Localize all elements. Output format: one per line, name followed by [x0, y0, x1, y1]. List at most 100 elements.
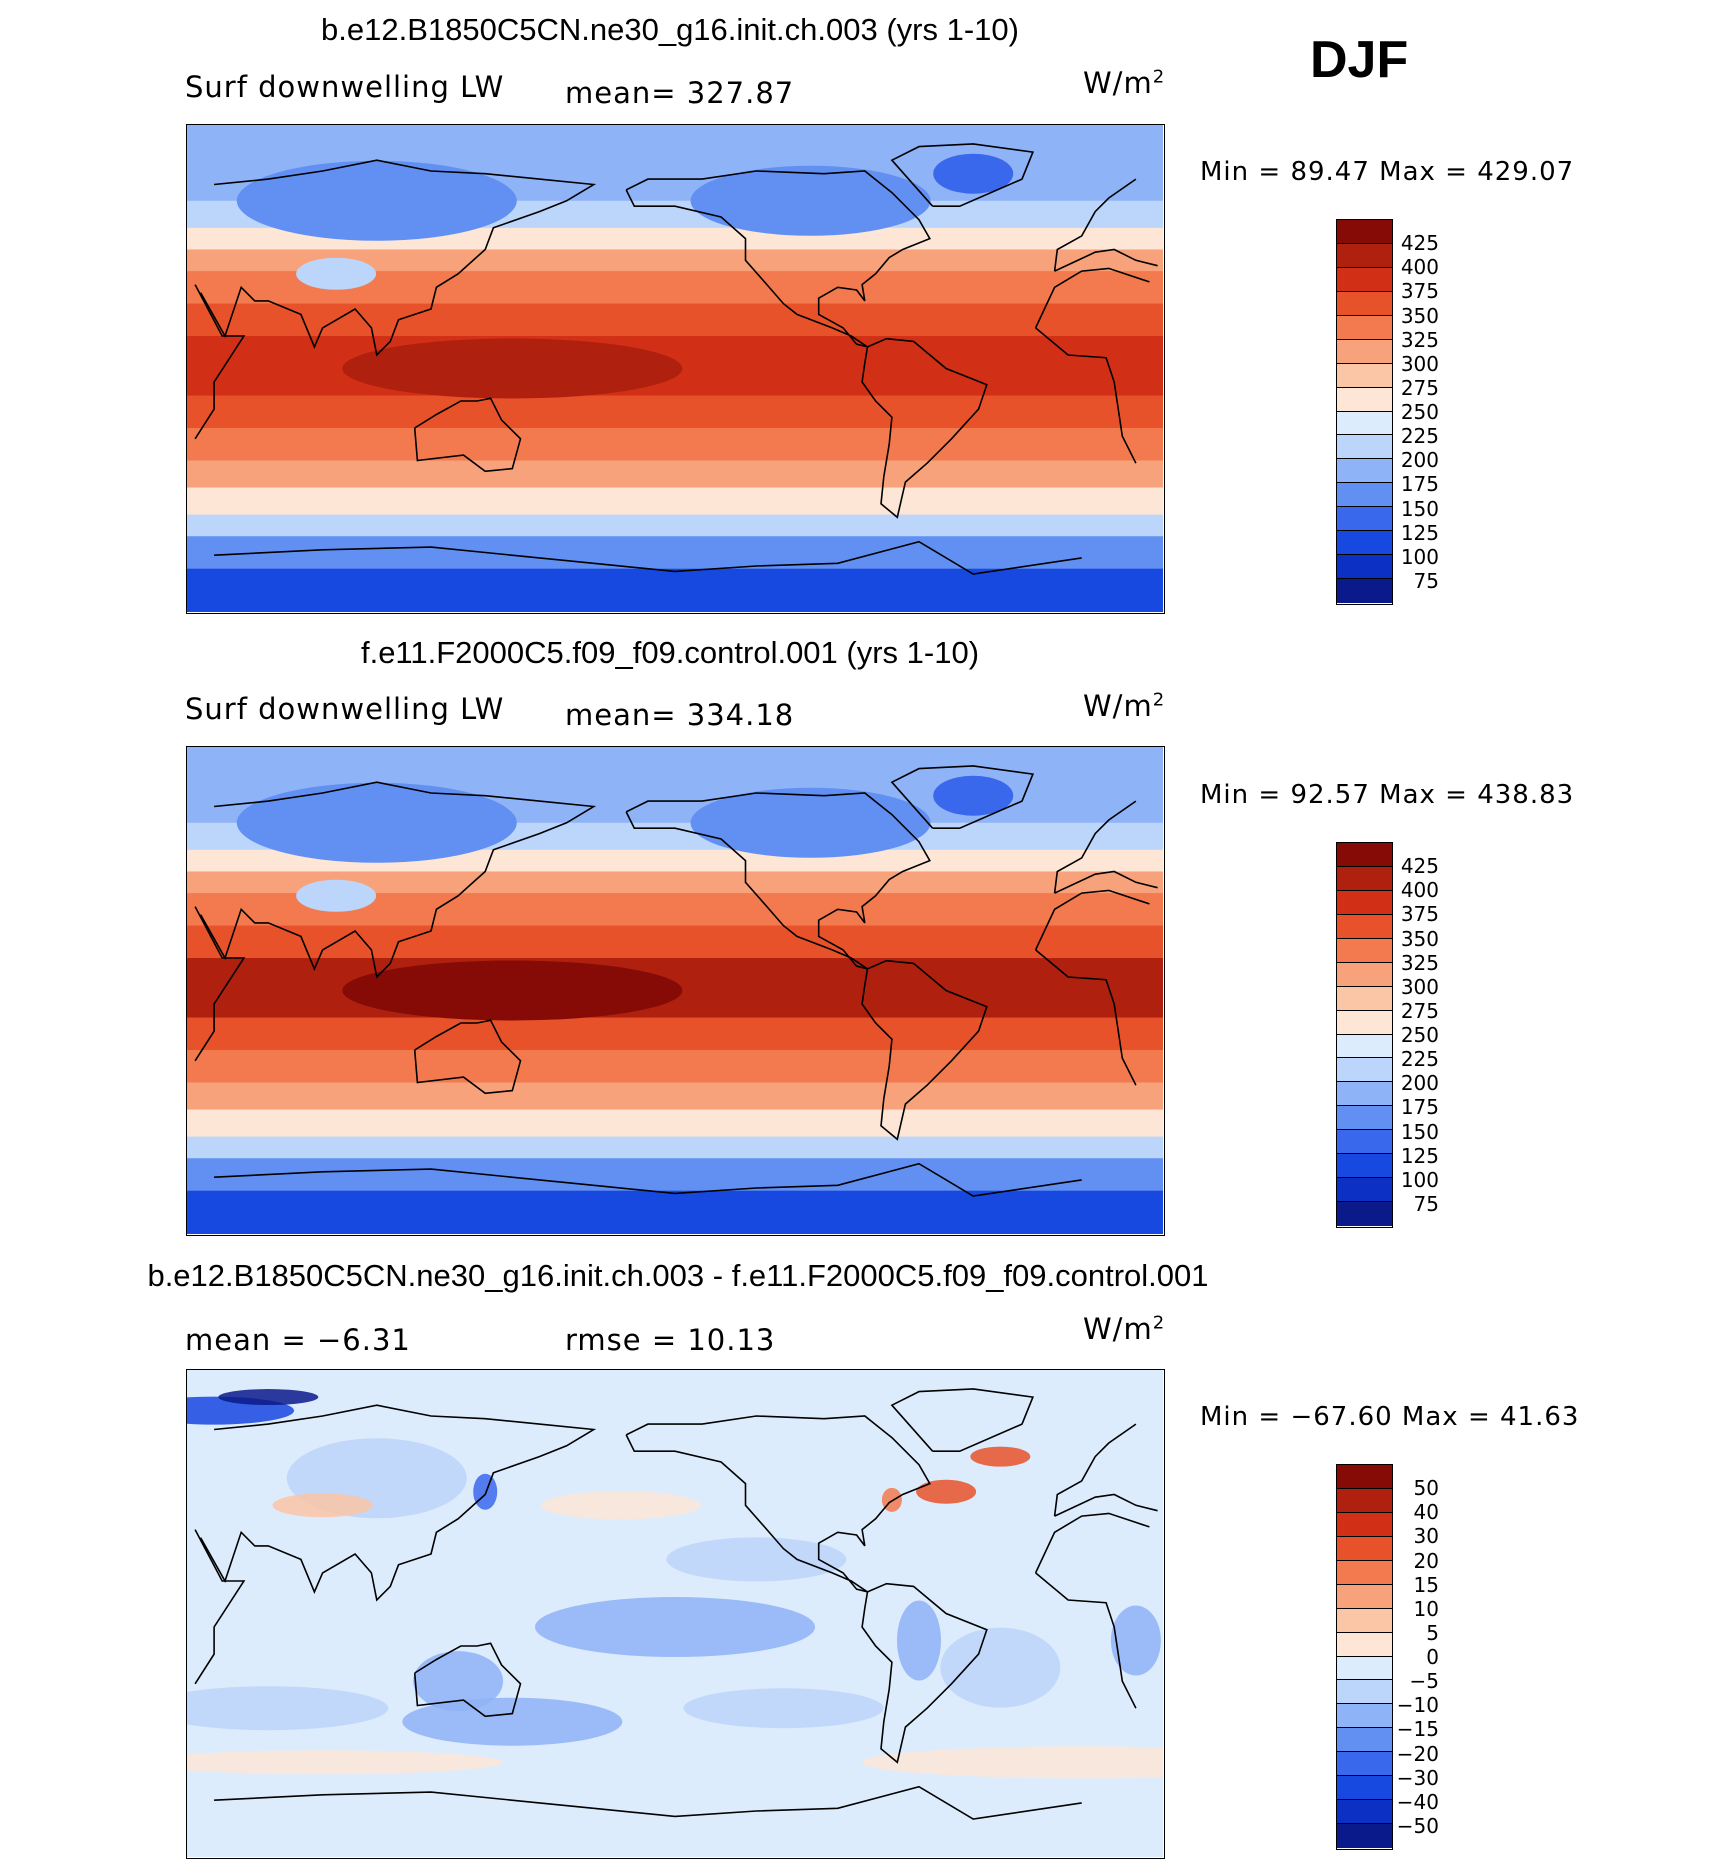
legend-tick-label: 375 — [1400, 902, 1439, 927]
coastline — [199, 159, 597, 357]
season-label: DJF — [1310, 31, 1409, 89]
legend-tick-label: 100 — [1400, 1167, 1439, 1192]
anomaly-region — [473, 1473, 498, 1510]
legend-swatch — [1337, 1465, 1392, 1489]
zonal-band — [187, 1190, 1163, 1234]
legend-tick-label: 0 — [1426, 1645, 1439, 1669]
cold-region — [296, 257, 377, 290]
legend-tick-label: 250 — [1400, 400, 1439, 424]
color-legend — [1336, 219, 1393, 605]
legend-tick-label: 10 — [1413, 1596, 1439, 1621]
zonal-band — [187, 428, 1163, 462]
legend-tick-label: −30 — [1396, 1765, 1439, 1790]
legend-tick-label: 150 — [1400, 1119, 1439, 1144]
coastline — [625, 792, 931, 970]
anomaly-region — [861, 1746, 1163, 1779]
coastline — [1034, 267, 1150, 329]
variable-label: Surf downwelling LW — [185, 70, 505, 104]
coastline — [625, 170, 931, 348]
map-svg — [187, 125, 1163, 612]
legend-swatch — [1337, 579, 1392, 603]
legend-tick-label: 200 — [1400, 448, 1439, 473]
legend-swatch — [1337, 1536, 1392, 1561]
legend-tick-label: 275 — [1400, 998, 1439, 1023]
legend-swatch — [1337, 387, 1392, 412]
color-legend — [1336, 842, 1393, 1228]
coastline — [890, 765, 1035, 829]
anomaly-region — [683, 1688, 884, 1729]
cold-region — [690, 165, 931, 236]
legend-swatch — [1337, 435, 1392, 460]
legend-tick-label: 325 — [1400, 327, 1439, 352]
map-plot — [186, 1369, 1165, 1859]
legend-swatch — [1337, 1728, 1392, 1753]
warm-pool — [342, 960, 683, 1021]
coastline — [593, 1785, 1082, 1820]
zonal-band — [187, 303, 1163, 338]
legend-swatch — [1337, 866, 1392, 891]
coastline — [861, 337, 988, 519]
cold-region — [690, 787, 931, 858]
legend-tick-label: −10 — [1396, 1693, 1439, 1718]
coastline — [1054, 1493, 1158, 1517]
anomaly-region — [187, 1750, 503, 1775]
anomaly-region — [666, 1537, 847, 1582]
coastline — [625, 1415, 931, 1593]
legend-swatch — [1337, 1010, 1392, 1035]
legend-swatch — [1337, 1130, 1392, 1155]
anomaly-region — [413, 1651, 504, 1712]
coastline — [214, 546, 594, 565]
anomaly-region — [218, 1389, 319, 1406]
legend-swatch — [1337, 243, 1392, 268]
units-label: W/m2 — [1083, 66, 1166, 100]
cold-region — [236, 160, 517, 241]
variable-label: Surf downwelling LW — [185, 692, 505, 726]
coastline — [214, 1791, 594, 1810]
coastline — [194, 1529, 246, 1685]
coastline — [413, 1019, 522, 1095]
coastline — [413, 1642, 522, 1718]
legend-swatch — [1337, 843, 1392, 867]
legend-tick-label: 40 — [1413, 1500, 1439, 1525]
legend-tick-label: 425 — [1400, 854, 1439, 879]
coastline — [1034, 1512, 1150, 1574]
anomaly-region — [940, 1627, 1061, 1708]
legend-tick-label: 225 — [1400, 1047, 1439, 1072]
mean-label: mean= 334.18 — [565, 698, 795, 732]
anomaly-region — [916, 1479, 977, 1504]
legend-swatch — [1337, 914, 1392, 939]
legend-tick-label: 350 — [1400, 303, 1439, 328]
legend-swatch — [1337, 1632, 1392, 1657]
legend-tick-label: 400 — [1400, 255, 1439, 280]
anomaly-region — [535, 1597, 815, 1658]
rmse-label: rmse = 10.13 — [565, 1323, 776, 1357]
zonal-band — [187, 1109, 1163, 1138]
legend-swatch — [1337, 890, 1392, 915]
coastline — [1035, 1572, 1137, 1709]
units-label: W/m2 — [1083, 689, 1166, 723]
coastline — [1034, 889, 1150, 951]
legend-tick-label: −20 — [1396, 1741, 1439, 1766]
legend-swatch — [1337, 220, 1392, 244]
coastline — [593, 540, 1082, 575]
legend-tick-label: 175 — [1400, 472, 1439, 497]
legend-tick-label: −40 — [1396, 1789, 1439, 1814]
coastline — [861, 959, 988, 1141]
legend-swatch — [1337, 962, 1392, 987]
legend-swatch — [1337, 1752, 1392, 1777]
legend-tick-label: 300 — [1400, 974, 1439, 999]
coastline — [593, 1162, 1082, 1197]
legend-swatch — [1337, 1704, 1392, 1729]
coastline — [214, 1168, 594, 1187]
legend-swatch — [1337, 1608, 1392, 1633]
legend-tick-label: −5 — [1409, 1669, 1439, 1694]
legend-tick-label: −50 — [1396, 1813, 1439, 1838]
legend-swatch — [1337, 507, 1392, 532]
legend-swatch — [1337, 1178, 1392, 1203]
legend-swatch — [1337, 1488, 1392, 1513]
legend-swatch — [1337, 938, 1392, 963]
map-svg — [187, 747, 1163, 1234]
coastline — [194, 284, 246, 440]
coastline — [413, 397, 522, 473]
coastline — [1054, 248, 1158, 272]
